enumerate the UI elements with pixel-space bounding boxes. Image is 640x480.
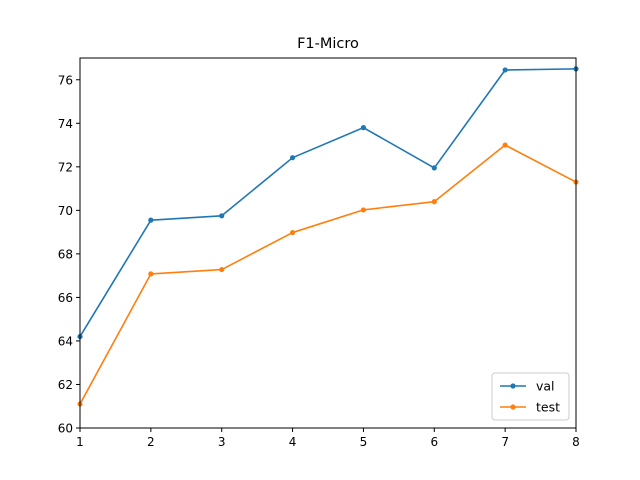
data-point-val: [502, 67, 508, 73]
series-line-val: [79, 68, 577, 338]
data-point-test: [431, 199, 437, 205]
legend-marker-test: [510, 404, 516, 410]
legend: val test: [491, 372, 570, 421]
legend-label-val: val: [536, 379, 555, 394]
x-tick-label: 4: [289, 435, 297, 449]
y-tick-label: 74: [58, 117, 73, 131]
data-point-val: [431, 165, 437, 171]
axis-ticks: 1 2 3 4 5 6 7 8 60 62 64 66 68 70 72 74 76: [58, 73, 580, 449]
y-tick-label: 72: [58, 160, 73, 174]
data-point-val: [219, 213, 225, 219]
x-tick-label: 6: [430, 435, 438, 449]
y-tick-label: 62: [58, 378, 73, 392]
data-point-test: [502, 142, 508, 148]
data-point-test: [219, 266, 225, 273]
x-tick-label: 1: [76, 435, 84, 449]
x-tick-label: 5: [360, 435, 368, 449]
y-tick-label: 66: [58, 291, 73, 305]
x-tick-label: 8: [572, 435, 580, 449]
series-layer: [77, 66, 579, 407]
x-tick-label: 2: [147, 435, 155, 449]
data-point-val: [289, 155, 296, 161]
data-point-val: [148, 217, 154, 223]
y-tick-label: 70: [58, 204, 73, 218]
x-tick-label: 7: [501, 435, 509, 449]
x-tick-label: 3: [218, 435, 226, 449]
data-point-val: [360, 125, 367, 131]
series-line-test: [79, 144, 577, 405]
data-point-test: [360, 207, 367, 213]
legend-label-test: test: [536, 400, 560, 415]
data-point-test: [148, 271, 154, 277]
plot-frame: [79, 57, 577, 429]
y-tick-label: 64: [58, 334, 73, 348]
y-tick-label: 60: [58, 422, 73, 436]
chart-title: F1-Micro: [297, 36, 359, 52]
y-tick-label: 68: [58, 247, 73, 261]
legend-marker-val: [510, 383, 516, 389]
data-point-test: [289, 229, 296, 236]
y-tick-label: 76: [58, 73, 73, 87]
